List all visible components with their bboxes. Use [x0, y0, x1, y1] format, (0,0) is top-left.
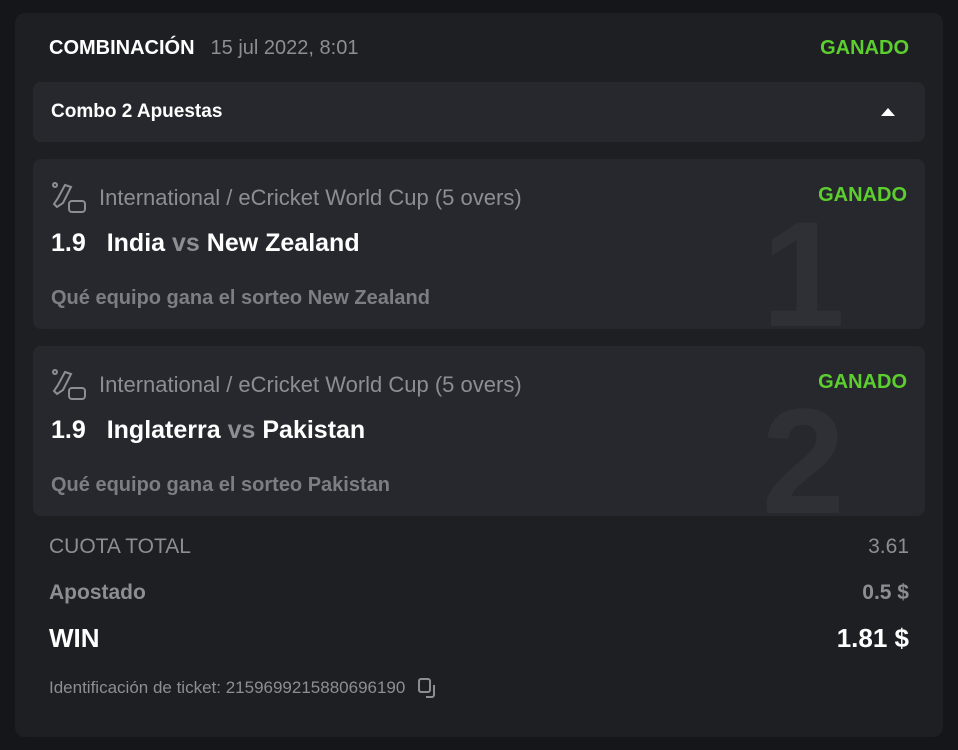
- away-team: Pakistan: [262, 416, 366, 444]
- combo-label: Combo 2 Apuestas: [51, 101, 223, 122]
- ticket-type: COMBINACIÓN: [49, 36, 195, 59]
- staked-value: 0.5 $: [862, 581, 909, 604]
- home-team: India: [106, 229, 166, 257]
- bet-ticket-card: COMBINACIÓN 15 jul 2022, 8:01 GANADO Com…: [15, 13, 943, 737]
- combo-toggle[interactable]: Combo 2 Apuestas: [33, 82, 925, 142]
- win-value: 1.81 $: [836, 623, 909, 653]
- vs-label: vs: [172, 229, 200, 257]
- away-team: New Zealand: [206, 229, 360, 257]
- status-badge: GANADO: [820, 36, 909, 59]
- ecricket-icon: [52, 369, 86, 400]
- win-label: WIN: [49, 623, 100, 653]
- bet-odds: 1.9: [51, 229, 86, 257]
- staked-row: Apostado 0.5 $: [49, 581, 909, 605]
- home-team: Inglaterra: [106, 416, 221, 444]
- copy-icon[interactable]: [417, 677, 439, 699]
- ticket-date: 15 jul 2022, 8:01: [210, 36, 359, 59]
- bet-status: GANADO: [818, 184, 907, 206]
- bet-index: 1: [761, 190, 845, 329]
- bet-match: 1.9 India vs New Zealand: [51, 229, 360, 258]
- vs-label: vs: [227, 416, 256, 444]
- bet-item: 1 International / eCricket World Cup (5 …: [33, 159, 925, 329]
- caret-up-icon[interactable]: [881, 108, 895, 116]
- staked-label: Apostado: [49, 581, 146, 604]
- total-odds-label: CUOTA TOTAL: [49, 535, 191, 558]
- ticket-header: COMBINACIÓN 15 jul 2022, 8:01 GANADO: [49, 33, 909, 63]
- bet-index: 2: [761, 377, 845, 516]
- bet-market: Qué equipo gana el sorteo Pakistan: [51, 474, 390, 496]
- ticket-id: Identificación de ticket: 21596992158806…: [49, 677, 439, 699]
- bet-item: 2 International / eCricket World Cup (5 …: [33, 346, 925, 516]
- league-text: International / eCricket World Cup (5 ov…: [99, 185, 522, 210]
- bet-odds: 1.9: [51, 416, 86, 444]
- bet-match: 1.9 Inglaterra vs Pakistan: [51, 416, 365, 445]
- bet-status: GANADO: [818, 371, 907, 393]
- bet-league: International / eCricket World Cup (5 ov…: [51, 181, 522, 215]
- total-odds-row: CUOTA TOTAL 3.61: [49, 535, 909, 559]
- total-odds-value: 3.61: [868, 535, 909, 558]
- win-row: WIN 1.81 $: [49, 623, 909, 654]
- league-text: International / eCricket World Cup (5 ov…: [99, 372, 522, 397]
- ecricket-icon: [52, 182, 86, 213]
- ticket-id-text: Identificación de ticket: 21596992158806…: [49, 678, 406, 697]
- bet-market: Qué equipo gana el sorteo New Zealand: [51, 287, 430, 309]
- bet-league: International / eCricket World Cup (5 ov…: [51, 368, 522, 402]
